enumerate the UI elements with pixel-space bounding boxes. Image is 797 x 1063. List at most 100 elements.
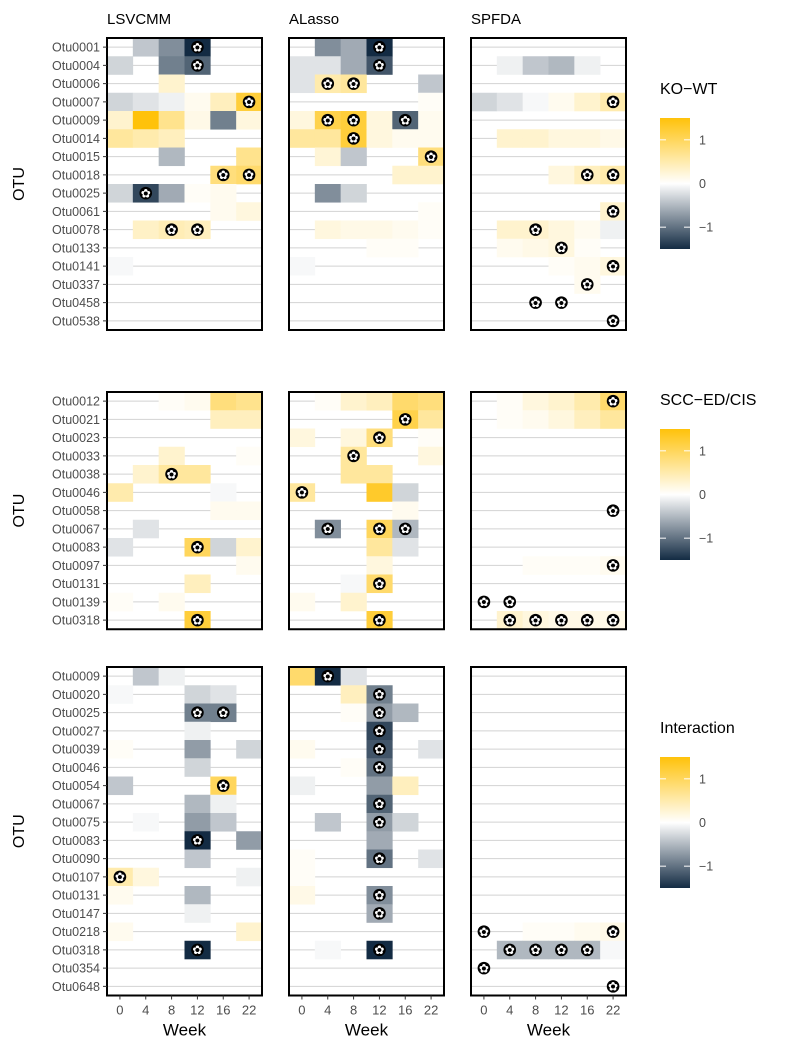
- heatmap-tile: [132, 129, 159, 148]
- heatmap-tile: [496, 56, 523, 75]
- significance-star: ✿: [323, 669, 333, 683]
- heatmap-tile: [158, 111, 185, 130]
- heatmap-tile: [496, 220, 523, 240]
- otu-label: Otu0648: [52, 980, 100, 994]
- significance-star: ✿: [374, 522, 384, 536]
- heatmap-tile: [132, 220, 159, 240]
- heatmap-tile: [418, 202, 445, 221]
- otu-label: Otu0318: [52, 943, 100, 957]
- significance-marker: [347, 132, 360, 145]
- significance-star: ✿: [349, 113, 359, 127]
- significance-marker: [606, 613, 620, 627]
- week-tick-label: 4: [506, 1003, 513, 1018]
- significance-marker: [373, 40, 386, 54]
- significance-star: ✿: [400, 113, 410, 127]
- heatmap-tile: [158, 92, 185, 112]
- heatmap-tile: [289, 886, 316, 905]
- x-axis-title: Week: [163, 1021, 207, 1040]
- significance-marker: [580, 613, 594, 627]
- heatmap-tile: [314, 392, 341, 411]
- heatmap-tile: [107, 111, 134, 130]
- week-tick-label: 12: [372, 1003, 386, 1018]
- week-tick-label: 16: [580, 1003, 594, 1018]
- otu-label: Otu0083: [52, 834, 100, 848]
- heatmap-tile: [392, 483, 419, 502]
- heatmap-tile: [366, 831, 393, 850]
- significance-star: ✿: [608, 504, 618, 518]
- heatmap-tile: [496, 392, 523, 411]
- heatmap-tile: [107, 92, 134, 112]
- heatmap-tile: [184, 758, 211, 777]
- otu-label: Otu0046: [52, 486, 100, 500]
- heatmap-tile: [418, 165, 445, 185]
- significance-marker: [242, 95, 256, 109]
- heatmap-tile: [418, 111, 445, 130]
- otu-label: Otu0015: [52, 150, 100, 164]
- otu-label: Otu0025: [52, 706, 100, 720]
- heatmap-tile: [210, 410, 237, 429]
- significance-marker: [321, 522, 335, 536]
- heatmap-tile: [418, 410, 445, 429]
- otu-label: Otu0046: [52, 761, 100, 775]
- significance-star: ✿: [400, 413, 410, 427]
- week-tick-label: 16: [398, 1003, 412, 1018]
- heatmap-tile: [236, 922, 263, 942]
- otu-label: Otu0025: [52, 187, 100, 201]
- significance-star: ✿: [192, 40, 202, 54]
- heatmap-tile: [236, 111, 263, 130]
- significance-star: ✿: [582, 613, 592, 627]
- heatmap-tile: [107, 592, 134, 612]
- significance-star: ✿: [426, 150, 436, 164]
- significance-marker: [191, 223, 204, 236]
- significance-marker: [191, 540, 204, 554]
- significance-star: ✿: [192, 540, 202, 554]
- significance-marker: [373, 706, 386, 719]
- heatmap-tile: [392, 129, 419, 148]
- heatmap-tile: [340, 56, 367, 75]
- significance-star: ✿: [582, 168, 592, 182]
- heatmap-tile: [392, 776, 419, 796]
- otu-label: Otu0004: [52, 59, 100, 73]
- heatmap-tile: [418, 92, 445, 112]
- week-tick-label: 0: [298, 1003, 305, 1018]
- significance-marker: [216, 706, 230, 719]
- significance-marker: [424, 150, 438, 163]
- significance-star: ✿: [297, 486, 307, 500]
- legend-tick-label: −1: [699, 221, 713, 235]
- heatmap-tile: [574, 556, 601, 575]
- heatmap-tile: [600, 129, 627, 148]
- heatmap-tile: [314, 38, 341, 57]
- legend-tick-label: 0: [699, 816, 706, 830]
- heatmap-tile: [418, 446, 445, 466]
- otu-label: Otu0131: [52, 889, 100, 903]
- heatmap-tile: [132, 867, 159, 887]
- heatmap-tile: [314, 56, 341, 75]
- heatmap-tile: [107, 257, 134, 276]
- heatmap-tile: [236, 556, 263, 575]
- significance-marker: [242, 168, 256, 182]
- heatmap-tile: [289, 776, 316, 796]
- significance-star: ✿: [244, 168, 254, 182]
- heatmap-tile: [210, 538, 237, 557]
- significance-marker: [606, 205, 620, 218]
- heatmap-tile: [574, 392, 601, 411]
- significance-star: ✿: [505, 595, 515, 609]
- y-axis-title: OTU: [11, 167, 28, 201]
- significance-marker: [373, 688, 386, 701]
- week-tick-label: 8: [532, 1003, 539, 1018]
- significance-marker: [555, 296, 568, 309]
- heatmap-tile: [289, 428, 316, 448]
- heatmap-tile: [496, 92, 523, 112]
- significance-star: ✿: [608, 559, 618, 573]
- heatmap-tile: [548, 257, 575, 276]
- legend-tick-label: −1: [699, 532, 713, 546]
- heatmap-tile: [574, 129, 601, 148]
- heatmap-tile: [548, 165, 575, 185]
- significance-star: ✿: [349, 132, 359, 146]
- significance-star: ✿: [400, 522, 410, 536]
- significance-marker: [373, 522, 386, 536]
- heatmap-tile: [289, 111, 316, 130]
- heatmap-tile: [392, 703, 419, 723]
- heatmap-tile: [392, 220, 419, 240]
- otu-label: Otu0014: [52, 132, 100, 146]
